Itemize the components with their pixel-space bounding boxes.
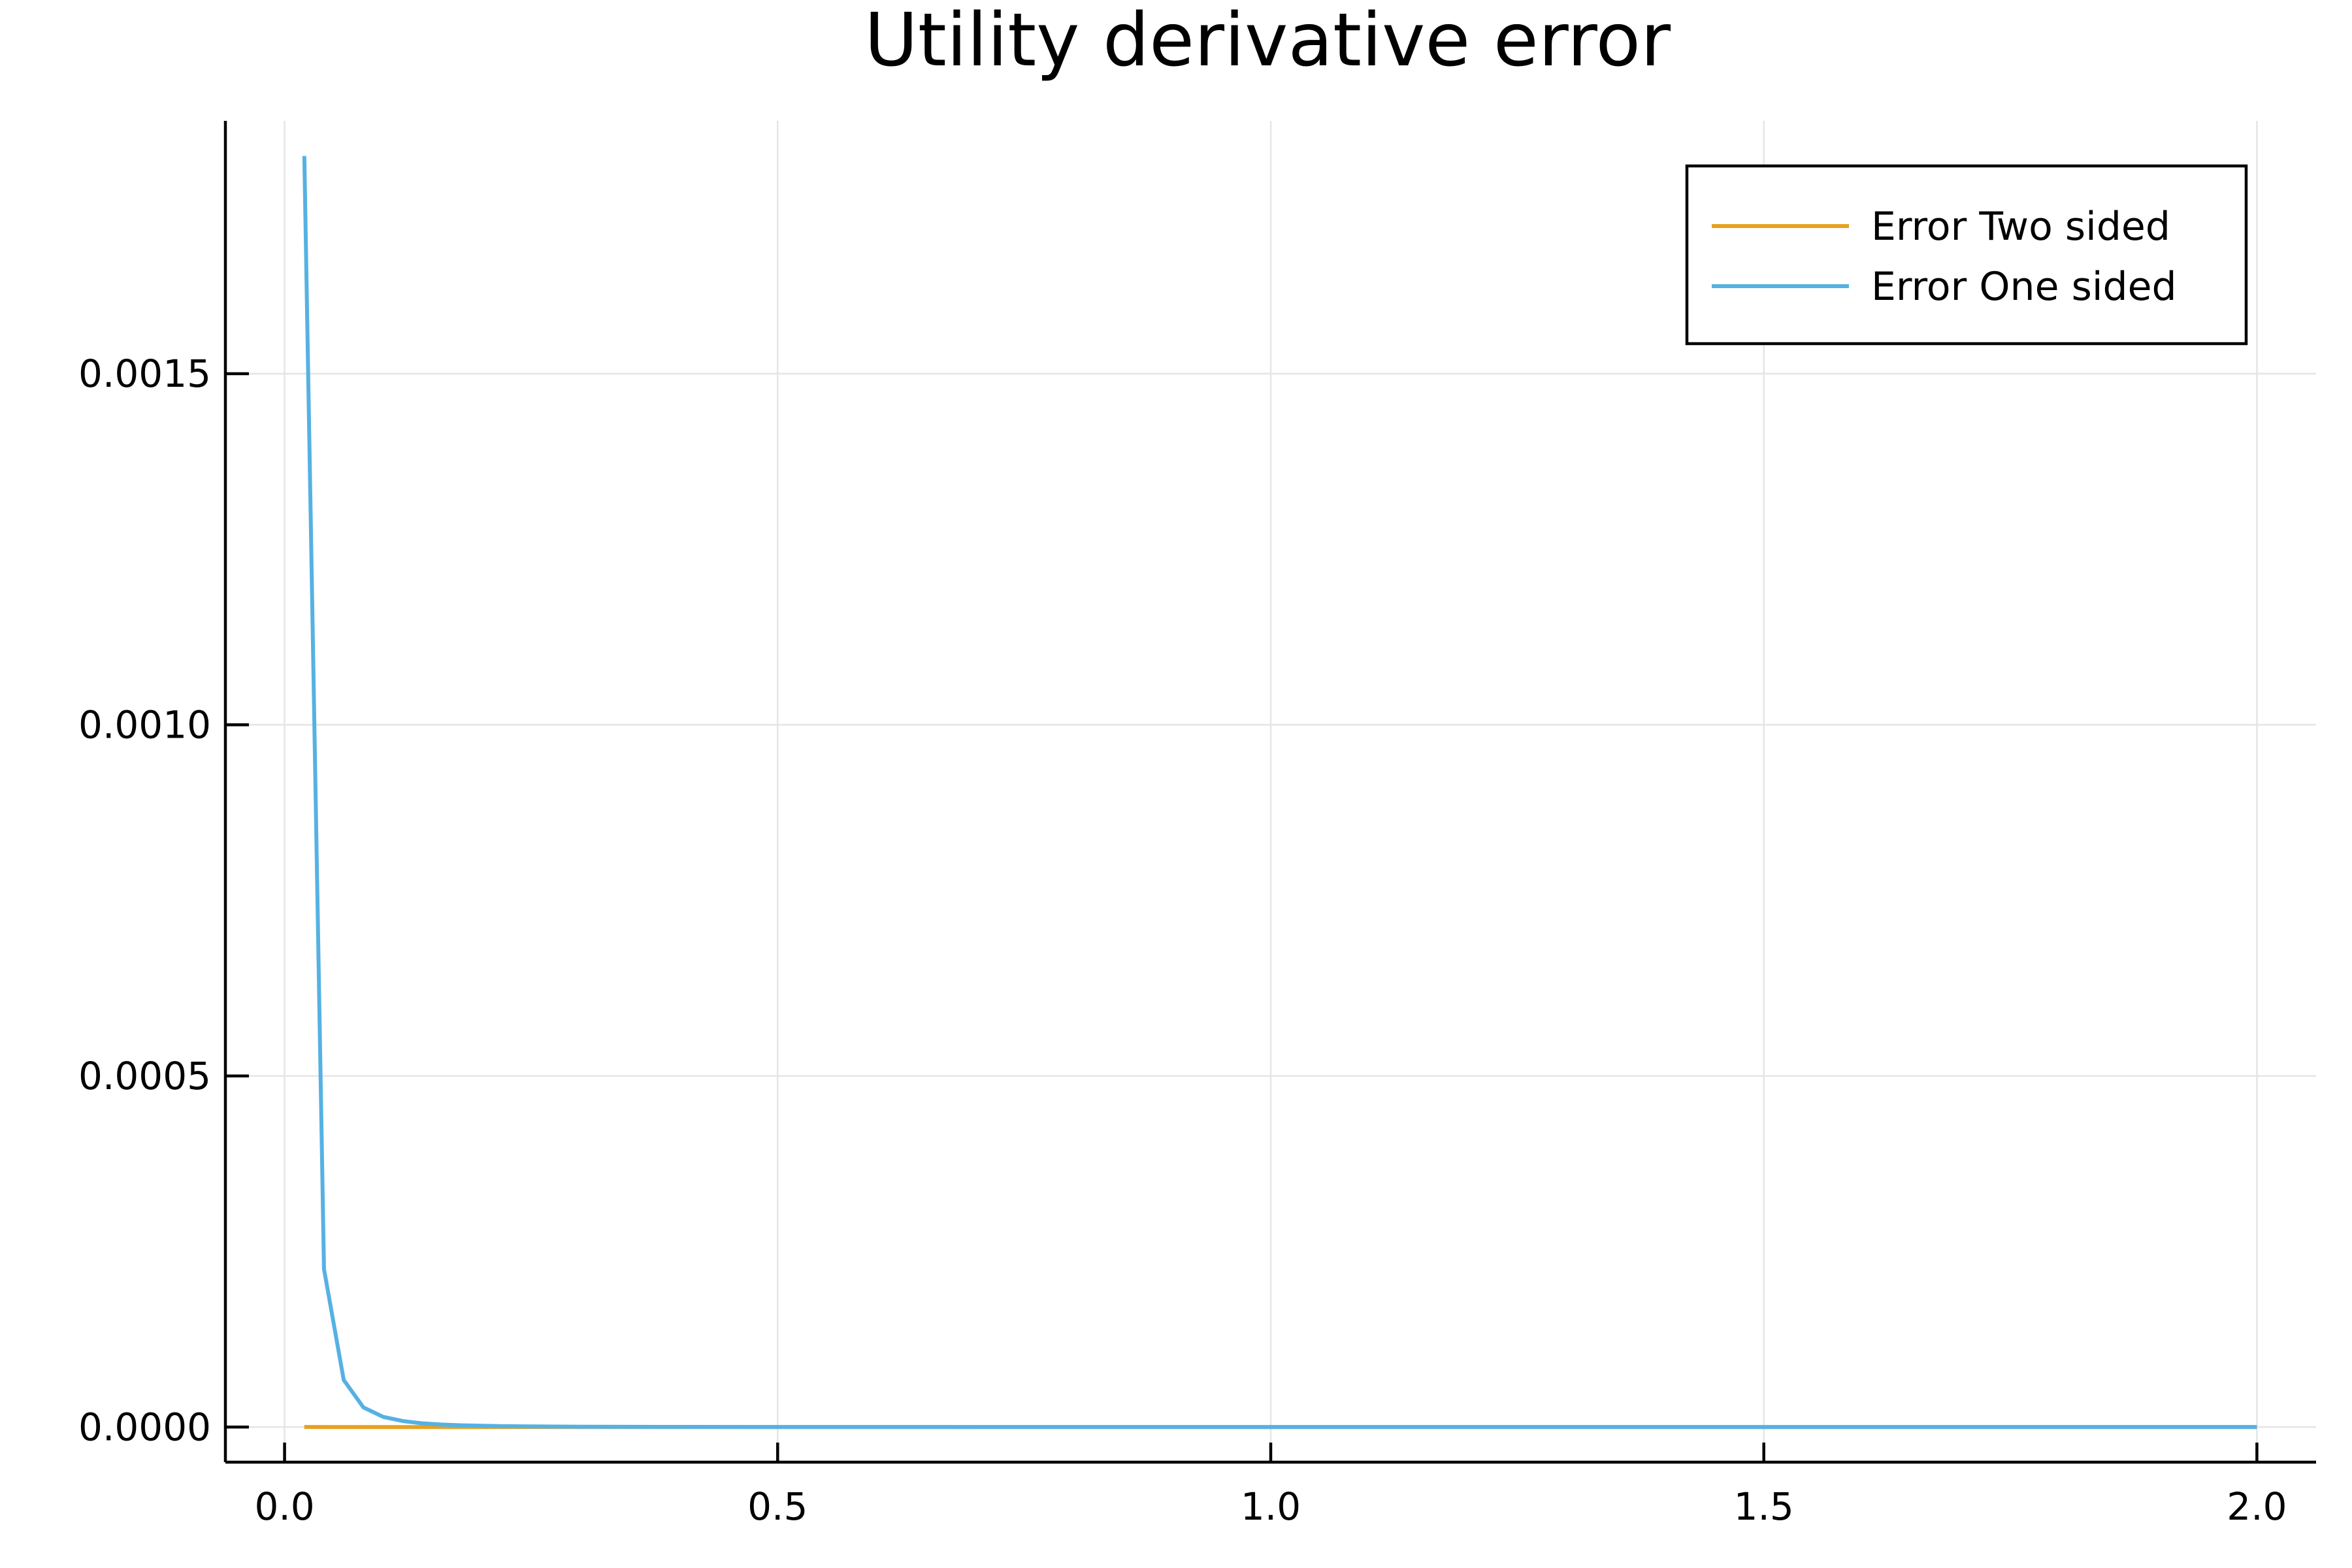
y-tick-label: 0.0010 (78, 702, 211, 747)
x-tick-label: 2.0 (2227, 1484, 2287, 1529)
y-tick-label: 0.0015 (78, 351, 211, 396)
axes: 0.0 0.5 1.0 1.5 2.0 0.0000 0.0005 0.0010 0.0015 (78, 121, 2316, 1529)
y-tick-label: 0.0000 (78, 1405, 211, 1449)
legend: Error Two sided Error One sided (1685, 164, 2248, 346)
legend-label: Error Two sided (1871, 204, 2170, 250)
x-tick-label: 1.5 (1734, 1484, 1794, 1529)
legend-box (1685, 164, 2248, 346)
x-tick-label: 0.5 (747, 1484, 808, 1529)
series-lines (302, 155, 2257, 1429)
y-tick-label: 0.0005 (78, 1054, 211, 1098)
chart-title: Utility derivative error (864, 0, 1671, 83)
series-line-1 (302, 155, 2257, 1429)
legend-label: Error One sided (1871, 264, 2177, 310)
x-tick-label: 1.0 (1241, 1484, 1301, 1529)
x-tick-label: 0.0 (254, 1484, 314, 1529)
